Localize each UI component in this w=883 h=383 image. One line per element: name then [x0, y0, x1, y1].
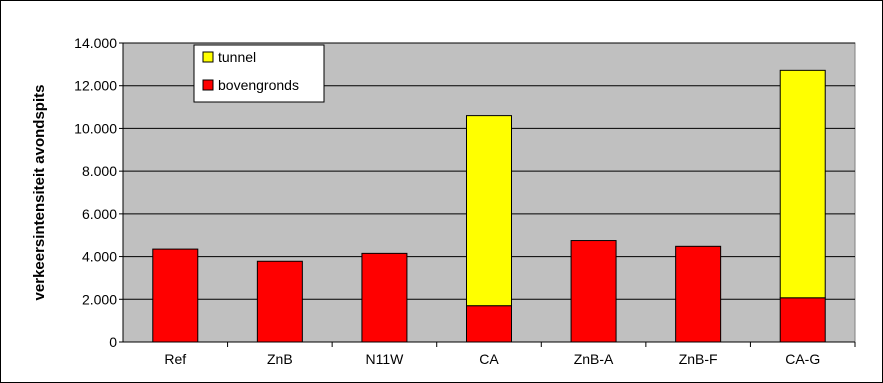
x-tick-label: CA — [479, 351, 499, 367]
y-tick-labels: 0 2.000 4.000 6.000 8.000 10.000 12.000 14.000 — [74, 35, 123, 350]
legend-label-bovengronds: bovengronds — [218, 77, 299, 93]
legend-box — [193, 44, 325, 103]
y-tick-label: 6.000 — [82, 206, 117, 222]
x-tick-label: Ref — [164, 351, 186, 367]
bar-bovengronds-znb-f — [675, 245, 722, 343]
y-tick-label: 4.000 — [82, 249, 117, 265]
y-tick-label: 2.000 — [82, 291, 117, 307]
y-tick-label: 14.000 — [74, 35, 117, 51]
x-tick-label: CA-G — [785, 351, 820, 367]
bar-bovengronds-ca-g — [779, 297, 826, 343]
bar-bovengronds-n11w — [361, 252, 408, 343]
y-tick-label: 0 — [109, 334, 117, 350]
x-tick-label: N11W — [365, 351, 404, 367]
x-tick-labels: Ref ZnB N11W CA ZnB-A ZnB-F CA-G — [164, 342, 856, 367]
legend-label-tunnel: tunnel — [218, 49, 256, 65]
bar-bovengronds-znb — [256, 260, 303, 343]
bar-bovengronds-ref — [152, 248, 199, 343]
legend: tunnel bovengronds — [193, 44, 325, 103]
legend-swatch-bovengronds — [202, 79, 214, 91]
y-tick-label: 12.000 — [74, 78, 117, 94]
x-tick-label: ZnB-F — [679, 351, 718, 367]
x-tick-label: ZnB-A — [574, 351, 614, 367]
legend-swatch-tunnel — [202, 51, 214, 63]
x-tick-label: ZnB — [267, 351, 293, 367]
y-axis-label: verkeersintensiteit avondspits — [31, 85, 48, 301]
bar-bovengronds-znb-a — [570, 240, 617, 343]
axes — [122, 43, 855, 343]
bar-bovengronds-ca — [466, 305, 512, 343]
y-tick-label: 8.000 — [82, 163, 117, 179]
y-tick-label: 10.000 — [74, 120, 117, 136]
bar-tunnel-ca-g — [779, 69, 826, 299]
bars — [152, 69, 826, 343]
bar-tunnel-ca — [466, 115, 512, 307]
